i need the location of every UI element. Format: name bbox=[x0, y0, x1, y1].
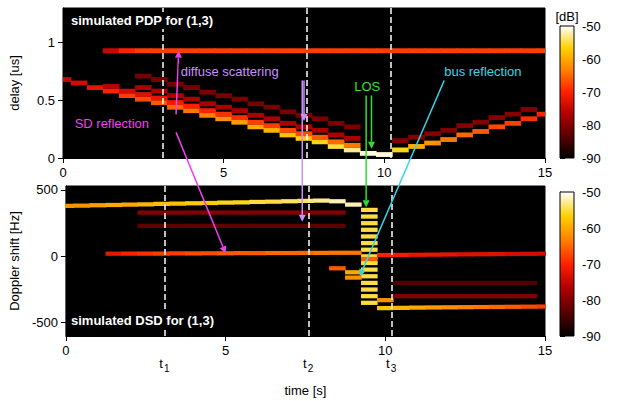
svg-text:500: 500 bbox=[36, 182, 58, 197]
svg-text:-80: -80 bbox=[582, 293, 601, 308]
svg-text:time [s]: time [s] bbox=[285, 383, 327, 398]
svg-text:1: 1 bbox=[164, 363, 170, 374]
svg-text:t: t bbox=[303, 356, 307, 371]
svg-text:-60: -60 bbox=[582, 52, 601, 67]
svg-text:t: t bbox=[386, 356, 390, 371]
svg-text:-90: -90 bbox=[582, 329, 601, 344]
svg-text:LOS: LOS bbox=[354, 79, 380, 94]
svg-text:-80: -80 bbox=[582, 118, 601, 133]
svg-text:15: 15 bbox=[538, 165, 552, 180]
svg-text:5: 5 bbox=[220, 165, 227, 180]
svg-text:diffuse scattering: diffuse scattering bbox=[181, 64, 279, 79]
svg-text:simulated DSD for (1,3): simulated DSD for (1,3) bbox=[71, 313, 214, 328]
svg-text:-70: -70 bbox=[582, 85, 601, 100]
svg-text:-50: -50 bbox=[582, 19, 601, 34]
svg-text:bus reflection: bus reflection bbox=[444, 64, 521, 79]
svg-text:-50: -50 bbox=[582, 185, 601, 200]
svg-text:t: t bbox=[159, 356, 163, 371]
svg-text:SD reflection: SD reflection bbox=[75, 116, 149, 131]
svg-text:0: 0 bbox=[62, 343, 69, 358]
svg-text:-70: -70 bbox=[582, 257, 601, 272]
svg-text:Doppler shift [Hz]: Doppler shift [Hz] bbox=[7, 211, 22, 311]
svg-text:simulated PDP for (1,3): simulated PDP for (1,3) bbox=[71, 13, 213, 28]
svg-text:2: 2 bbox=[308, 363, 314, 374]
svg-text:0: 0 bbox=[59, 165, 66, 180]
svg-text:-500: -500 bbox=[32, 315, 58, 330]
svg-text:3: 3 bbox=[391, 363, 397, 374]
svg-text:15: 15 bbox=[538, 343, 552, 358]
svg-text:0: 0 bbox=[51, 249, 58, 264]
svg-text:10: 10 bbox=[378, 343, 393, 358]
svg-text:[dB]: [dB] bbox=[555, 9, 578, 24]
svg-text:5: 5 bbox=[222, 343, 229, 358]
svg-text:-60: -60 bbox=[582, 221, 601, 236]
svg-text:1: 1 bbox=[48, 35, 55, 50]
svg-text:-90: -90 bbox=[582, 151, 601, 166]
svg-text:delay [us]: delay [us] bbox=[7, 55, 22, 111]
svg-text:0: 0 bbox=[48, 151, 55, 166]
svg-text:10: 10 bbox=[377, 165, 391, 180]
svg-text:0.5: 0.5 bbox=[37, 93, 55, 108]
